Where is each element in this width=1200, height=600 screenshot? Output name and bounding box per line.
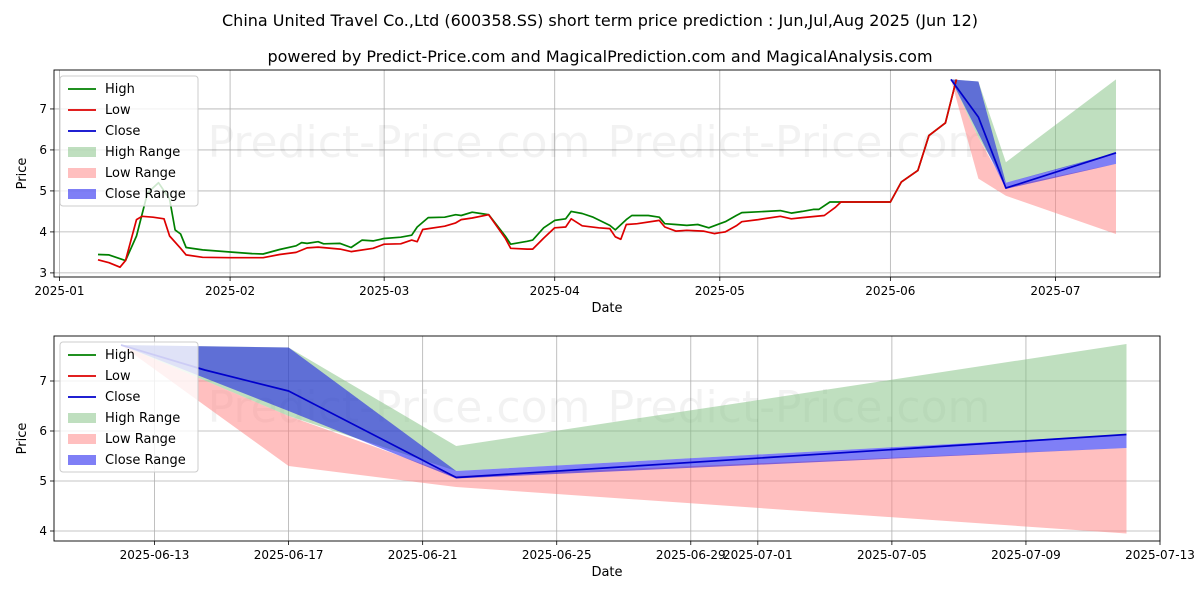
y-tick-label: 5 [39, 184, 47, 198]
legend-label-high-range: High Range [105, 411, 180, 426]
data-layer [97, 78, 1117, 269]
legend-label-close-range: Close Range [105, 453, 186, 468]
watermark-group: Predict-Price.com Predict-Price.com [208, 117, 991, 168]
y-tick-label: 6 [39, 424, 47, 438]
overview-panel: Predict-Price.com Predict-Price.com 3 4 5 6 7 2… [15, 69, 1161, 316]
data-layer [120, 344, 1127, 534]
x-tick-label: 2025-06-17 [254, 548, 324, 562]
legend-swatch-low-range [68, 434, 96, 444]
legend-label-high: High [105, 82, 135, 97]
y-axis-label: Price [15, 158, 30, 190]
x-tick-label: 2025-05 [695, 284, 745, 298]
legend-swatch-low-range [68, 168, 96, 178]
y-axis-ticks: 4 5 6 7 [39, 374, 54, 538]
y-axis-label: Price [15, 423, 30, 455]
legend-label-close-range: Close Range [105, 187, 186, 202]
x-tick-label: 2025-07-01 [723, 548, 793, 562]
x-tick-label: 2025-07-09 [991, 548, 1061, 562]
close-range-band [950, 79, 1116, 189]
x-tick-label: 2025-06-21 [388, 548, 458, 562]
y-tick-label: 6 [39, 143, 47, 157]
x-tick-label: 2025-06 [865, 284, 915, 298]
y-tick-label: 3 [39, 266, 47, 280]
low-range-band [121, 345, 1127, 534]
forecast-panel: Predict-Price.comPredict-Price.com456720… [15, 335, 1195, 580]
y-axis-ticks: 3 4 5 6 7 [39, 102, 54, 280]
x-axis-ticks: 2025-06-13 2025-06-17 2025-06-21 2025-06-25… [120, 541, 1195, 562]
legend-label-low: Low [105, 369, 131, 384]
x-tick-label: 2025-06-25 [522, 548, 592, 562]
close-series-line [950, 78, 1117, 189]
legend-label-low: Low [105, 103, 131, 118]
watermark: Predict-Price.com [208, 117, 591, 168]
x-tick-label: 2025-07-13 [1125, 548, 1195, 562]
x-tick-label: 2025-07-05 [857, 548, 927, 562]
legend-swatch-close-range [68, 455, 96, 465]
chart-subtitle: powered by Predict-Price.com and Magical… [267, 47, 932, 66]
legend-label-close: Close [105, 124, 140, 139]
legend-label-high-range: High Range [105, 145, 180, 160]
y-tick-label: 4 [39, 225, 47, 239]
y-tick-label: 4 [39, 524, 47, 538]
legend-swatch-close-range [68, 189, 96, 199]
legend-label-low-range: Low Range [105, 166, 176, 181]
legend-label-low-range: Low Range [105, 432, 176, 447]
legend-swatch-high-range [68, 147, 96, 157]
y-tick-label: 7 [39, 102, 47, 116]
legend: High Low Close High Range Low Range Close Ran… [59, 75, 199, 207]
x-tick-label: 2025-03 [359, 284, 409, 298]
x-axis-label: Date [591, 301, 622, 316]
x-tick-label: 2025-01 [34, 284, 84, 298]
x-tick-label: 2025-07 [1030, 284, 1080, 298]
x-axis-label: Date [591, 565, 622, 580]
high-series-line [97, 79, 958, 262]
legend: High Low Close High Range Low Range Close Ran… [59, 341, 199, 473]
x-tick-label: 2025-02 [205, 284, 255, 298]
x-tick-label: 2025-06-29 [656, 548, 726, 562]
x-tick-label: 2025-06-13 [120, 548, 190, 562]
axes-frame [53, 335, 1161, 542]
close-range-band [121, 345, 1127, 479]
chart-title: China United Travel Co.,Ltd (600358.SS) … [222, 11, 978, 30]
axes-frame [53, 69, 1161, 278]
legend-label-close: Close [105, 390, 140, 405]
legend-label-high: High [105, 348, 135, 363]
y-tick-label: 5 [39, 474, 47, 488]
low-series-line [97, 79, 958, 269]
y-tick-label: 7 [39, 374, 47, 388]
legend-swatch-high-range [68, 413, 96, 423]
low-range-band [950, 79, 1116, 235]
x-tick-label: 2025-04 [530, 284, 580, 298]
x-axis-ticks: 2025-01 2025-02 2025-03 2025-04 2025-05 2025-… [34, 277, 1081, 298]
watermark: Predict-Price.com [608, 117, 991, 168]
